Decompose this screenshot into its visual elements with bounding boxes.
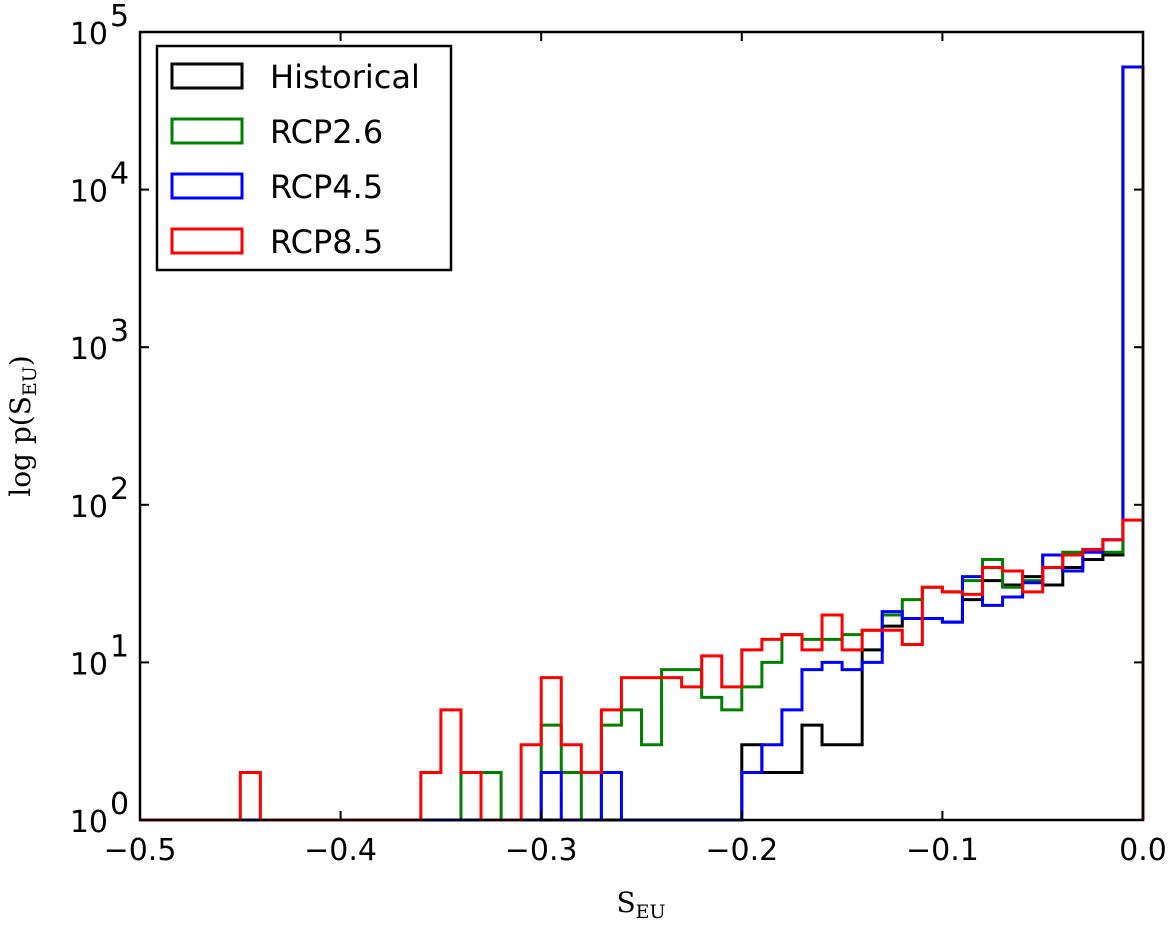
legend-label: RCP2.6 <box>270 113 383 151</box>
legend-label: RCP4.5 <box>270 168 383 206</box>
x-tick-label: 0.0 <box>1119 833 1167 868</box>
legend-label: RCP8.5 <box>270 223 383 261</box>
legend-box <box>155 44 453 272</box>
plot-frame <box>138 30 1145 822</box>
legend-swatch <box>170 62 244 90</box>
legend-swatch <box>170 227 244 255</box>
x-tick-label: −0.3 <box>505 833 578 868</box>
x-tick-label: −0.5 <box>104 833 177 868</box>
y-tick-exponent: 2 <box>110 472 129 507</box>
y-tick-label: 10 <box>70 17 108 52</box>
x-tick-label: −0.4 <box>304 833 377 868</box>
x-tick-label: −0.2 <box>705 833 778 868</box>
y-tick-exponent: 5 <box>110 0 129 34</box>
y-tick-exponent: 1 <box>110 629 129 664</box>
y-tick-exponent: 0 <box>110 787 129 822</box>
y-tick-label: 10 <box>70 490 108 525</box>
legend-label: Historical <box>270 58 420 96</box>
y-tick-exponent: 3 <box>110 314 129 349</box>
legend-swatch <box>170 117 244 145</box>
y-tick-label: 10 <box>70 647 108 682</box>
x-tick-label: −0.1 <box>906 833 979 868</box>
y-tick-label: 10 <box>70 332 108 367</box>
legend: Historical RCP2.6 RCP4.5 RCP8.5 <box>155 44 453 272</box>
x-axis-label: SEU <box>616 886 665 923</box>
legend-swatch <box>170 172 244 200</box>
ticks-layer: −0.5 −0.4 −0.3 −0.2 −0.1 0.010010110210310410… <box>70 0 1167 868</box>
y-tick-exponent: 4 <box>110 157 129 192</box>
y-tick-label: 10 <box>70 805 108 840</box>
y-axis-label: log p(SEU) <box>4 355 41 497</box>
y-tick-label: 10 <box>70 175 108 210</box>
